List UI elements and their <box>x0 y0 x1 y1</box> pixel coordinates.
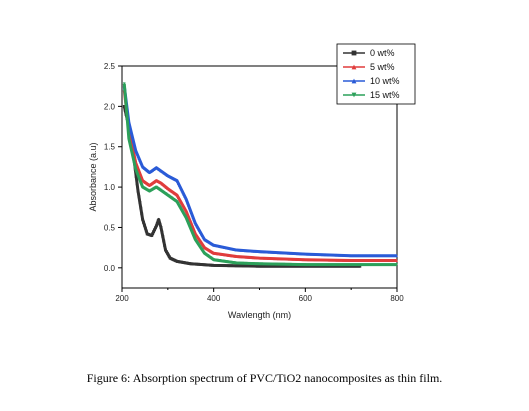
series-line <box>122 85 397 258</box>
figure-caption: Figure 6: Absorption spectrum of PVC/TiO… <box>86 371 443 385</box>
legend-label: 5 wt% <box>370 62 395 72</box>
legend: 0 wt% 5 wt% 10 wt% 15 wt% <box>336 43 416 105</box>
legend-item: 10 wt% <box>343 76 400 86</box>
legend-label: 10 wt% <box>370 76 400 86</box>
absorbance-chart: 200 400 600 800 0.0 0.5 1.0 1.5 2.0 2.5 Wavlength… <box>88 43 416 320</box>
x-tick-label: 600 <box>299 294 313 303</box>
series-markers <box>122 84 398 258</box>
y-tick-label: 1.0 <box>104 183 116 192</box>
legend-box <box>336 43 416 105</box>
legend-marker <box>351 78 357 84</box>
series-15wt-pct <box>122 82 398 267</box>
legend-label: 15 wt% <box>370 90 400 100</box>
y-tick-label: 2.5 <box>104 62 116 71</box>
series-10wt-pct <box>122 84 398 258</box>
legend-item: 15 wt% <box>343 90 400 100</box>
legend-item: 0 wt% <box>343 48 395 58</box>
legend-marker <box>351 92 357 98</box>
x-tick-label: 800 <box>390 294 404 303</box>
axes-layer: 200 400 600 800 0.0 0.5 1.0 1.5 2.0 2.5 <box>104 62 404 303</box>
x-tick-label: 400 <box>207 294 221 303</box>
legend-marker <box>351 64 357 70</box>
y-axis-title: Absorbance (a.u) <box>88 142 98 211</box>
series-line <box>122 106 361 268</box>
x-tick-label: 200 <box>115 294 129 303</box>
legend-label: 0 wt% <box>370 48 395 58</box>
y-tick-label: 0.0 <box>104 264 116 273</box>
series-layer <box>122 82 398 268</box>
series-0wt-pct <box>122 104 362 268</box>
y-tick-label: 0.5 <box>104 223 116 232</box>
y-tick-label: 2.0 <box>104 102 116 111</box>
legend-item: 5 wt% <box>343 62 395 72</box>
legend-marker <box>351 50 357 56</box>
y-tick-label: 1.5 <box>104 143 116 152</box>
x-axis-title: Wavlength (nm) <box>228 310 291 320</box>
series-markers <box>122 104 362 268</box>
series-5wt-pct <box>122 88 398 263</box>
